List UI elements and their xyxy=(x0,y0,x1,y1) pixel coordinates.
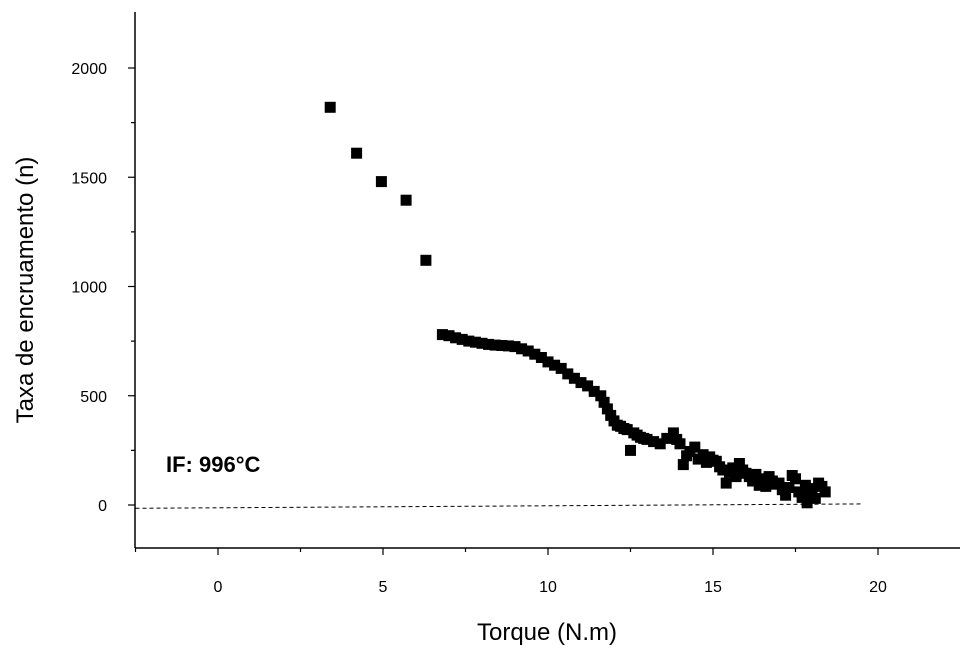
annotation-label: IF: 996°C xyxy=(166,452,260,477)
data-point xyxy=(773,477,785,489)
data-point xyxy=(750,468,762,480)
data-point xyxy=(568,372,580,384)
x-tick-label: 10 xyxy=(539,579,557,596)
x-ticks: 0 5 10 15 20 xyxy=(134,548,887,596)
data-point xyxy=(450,332,462,344)
data-point xyxy=(819,486,831,498)
data-point xyxy=(489,339,501,351)
data-point xyxy=(400,194,412,206)
x-tick-label: 5 xyxy=(379,579,388,596)
data-point xyxy=(483,338,495,350)
data-point xyxy=(806,483,818,495)
data-point xyxy=(625,444,636,456)
data-point xyxy=(522,345,534,357)
y-axis-title: Taxa de encruamento (n) xyxy=(12,157,39,424)
data-point xyxy=(436,329,448,341)
y-tick-label: 500 xyxy=(80,389,107,406)
data-point xyxy=(720,477,732,489)
data-point xyxy=(601,403,613,415)
data-point xyxy=(689,441,701,453)
data-point xyxy=(469,336,481,348)
y-tick-label: 2000 xyxy=(71,61,107,78)
data-point xyxy=(809,492,821,504)
data-point xyxy=(799,479,811,491)
y-tick-label: 1500 xyxy=(71,170,107,187)
data-point xyxy=(542,356,554,368)
data-point xyxy=(780,489,792,501)
data-point xyxy=(757,473,768,485)
data-point xyxy=(375,176,387,188)
data-point xyxy=(555,362,567,374)
data-point xyxy=(747,475,759,487)
data-point xyxy=(575,377,587,389)
data-point xyxy=(516,343,528,355)
y-tick-label: 0 xyxy=(98,498,107,515)
data-point xyxy=(496,340,508,351)
x-axis-title: Torque (N.m) xyxy=(477,619,617,646)
x-tick-label: 20 xyxy=(869,579,887,596)
y-axis: 0 500 1000 1500 2000 xyxy=(71,12,136,548)
data-point xyxy=(661,432,673,444)
data-point xyxy=(648,436,660,448)
data-point xyxy=(420,254,432,266)
data-point xyxy=(463,335,475,347)
data-point xyxy=(598,396,610,408)
data-point xyxy=(535,352,547,363)
data-point xyxy=(509,341,521,353)
data-point xyxy=(733,458,745,469)
y-ticks: 0 500 1000 1500 2000 xyxy=(71,61,135,515)
data-point xyxy=(588,385,600,397)
data-point xyxy=(654,438,666,450)
data-point xyxy=(760,480,772,492)
data-point xyxy=(351,147,363,159)
data-points xyxy=(324,101,831,509)
x-tick-label: 0 xyxy=(214,579,223,596)
y-tick-label: 1000 xyxy=(71,280,107,297)
data-point xyxy=(677,459,689,471)
data-point xyxy=(727,462,739,474)
data-point xyxy=(674,438,686,450)
data-point xyxy=(801,497,813,509)
data-point xyxy=(502,340,514,352)
data-point xyxy=(641,433,653,445)
data-point xyxy=(717,464,729,476)
data-point xyxy=(443,330,455,342)
data-point xyxy=(697,449,709,461)
data-point xyxy=(456,333,468,345)
data-point xyxy=(562,368,574,380)
data-point xyxy=(667,427,679,439)
data-point xyxy=(476,337,488,349)
data-point xyxy=(621,424,633,436)
data-point xyxy=(595,390,607,402)
data-point xyxy=(549,359,561,371)
data-point xyxy=(730,471,742,483)
data-point xyxy=(324,101,336,113)
data-point xyxy=(753,479,765,491)
data-point xyxy=(783,482,795,493)
data-point xyxy=(529,348,541,360)
x-axis: 0 5 10 15 20 xyxy=(134,547,960,596)
zero-reference-line xyxy=(135,503,862,509)
data-point xyxy=(790,473,801,485)
data-point xyxy=(582,380,594,392)
x-tick-label: 15 xyxy=(704,579,722,596)
